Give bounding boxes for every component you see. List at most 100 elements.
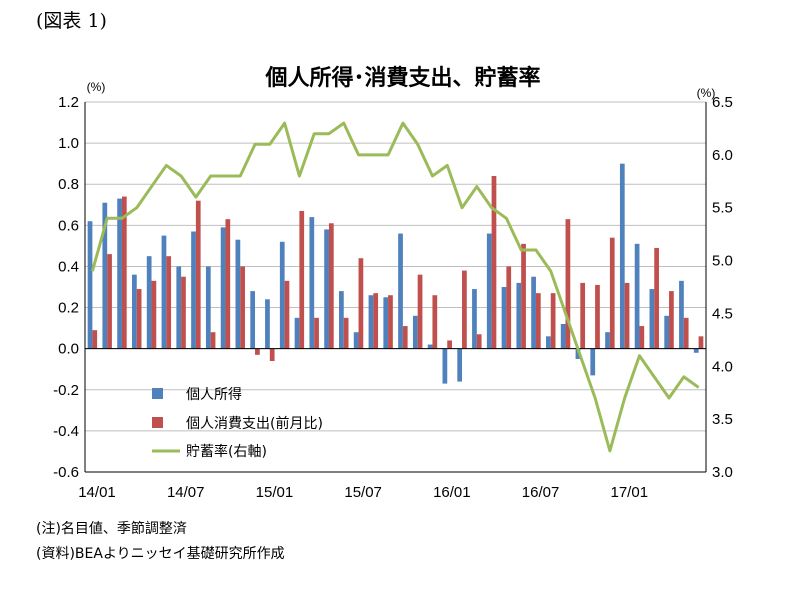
left-tick-label: -0.4 <box>53 423 79 440</box>
income-bar <box>279 241 285 349</box>
spending-bar <box>373 293 379 349</box>
spending-bar <box>121 196 127 349</box>
income-bar <box>132 274 137 349</box>
legend-label-spending: 個人消費支出(前月比) <box>186 415 323 432</box>
income-bar <box>176 266 182 349</box>
right-tick-label: 5.5 <box>712 200 733 217</box>
spending-bar <box>107 254 112 349</box>
spending-bar <box>550 293 556 349</box>
spending-bar <box>432 295 438 349</box>
income-bar <box>516 282 522 349</box>
right-tick-label: 4.5 <box>712 305 733 322</box>
spending-bar <box>580 282 586 349</box>
right-tick-label: 6.5 <box>712 94 733 111</box>
income-bar <box>87 221 93 349</box>
spending-bar <box>358 258 364 349</box>
spending-bar <box>314 317 319 349</box>
income-bar <box>531 276 536 349</box>
spending-bar <box>240 266 245 349</box>
spending-bar <box>151 280 157 349</box>
income-bar <box>679 280 684 349</box>
left-tick-label: 0.2 <box>58 300 79 317</box>
income-bar <box>664 315 670 349</box>
x-tick-label: 16/07 <box>522 484 560 501</box>
income-bar <box>442 348 448 384</box>
spending-bar <box>476 334 482 349</box>
spending-bar <box>402 326 408 349</box>
left-tick-label: 0.8 <box>58 176 79 193</box>
spending-bar <box>328 223 334 349</box>
income-bar <box>235 239 241 349</box>
income-bar <box>427 344 433 349</box>
income-bar <box>309 217 315 349</box>
spending-bar <box>92 330 98 349</box>
spending-bar <box>654 247 659 349</box>
left-tick-label: 1.0 <box>58 135 79 152</box>
right-axis-unit: (%) <box>697 86 716 100</box>
income-bar <box>546 336 551 349</box>
x-tick-label: 15/01 <box>256 484 294 501</box>
spending-bar <box>343 317 349 349</box>
spending-bar <box>417 274 423 349</box>
spending-bar <box>624 282 630 349</box>
income-bar <box>457 348 463 382</box>
income-bar <box>191 231 196 349</box>
income-bar <box>205 266 211 349</box>
spending-bar <box>136 289 142 349</box>
income-bar <box>117 198 122 349</box>
spending-bar <box>683 317 689 349</box>
x-tick-label: 17/01 <box>611 484 649 501</box>
savings-rate-series <box>90 121 700 453</box>
chart-title: 個人所得･消費支出、貯蓄率 <box>265 66 541 91</box>
income-bar <box>501 287 507 349</box>
legend-swatch-income <box>152 388 163 399</box>
spending-bar <box>225 219 231 349</box>
legend-label-savings: 貯蓄率(右軸) <box>186 443 267 460</box>
income-bar <box>294 317 300 349</box>
left-tick-label: 0.6 <box>58 217 79 234</box>
spending-bar <box>506 266 512 349</box>
spending-bar <box>565 219 571 349</box>
x-tick-label: 14/01 <box>78 484 116 501</box>
spending-bar <box>284 280 290 349</box>
legend-swatch-spending <box>152 417 163 428</box>
bars <box>87 163 704 384</box>
income-bar <box>368 295 374 349</box>
income-bar <box>383 297 389 349</box>
right-tick-label: 3.5 <box>712 411 733 428</box>
savings-rate-line <box>90 121 700 453</box>
income-bar <box>250 291 256 349</box>
figure-label: (図表 1) <box>36 10 107 32</box>
spending-bar <box>698 336 704 349</box>
income-bar <box>398 233 403 349</box>
left-axis-unit: (%) <box>87 80 106 94</box>
spending-bar <box>255 348 260 355</box>
right-tick-label: 4.0 <box>712 358 733 375</box>
income-bar <box>575 348 581 359</box>
spending-bar <box>181 276 186 349</box>
income-bar <box>619 163 625 349</box>
x-tick-label: 14/07 <box>167 484 205 501</box>
spending-bar <box>609 237 615 349</box>
income-bar <box>161 235 167 349</box>
income-bar <box>339 291 344 349</box>
spending-bar <box>447 340 452 349</box>
legend-label-income: 個人所得 <box>186 386 242 403</box>
income-bar <box>649 289 655 349</box>
income-bar <box>693 348 699 353</box>
spending-bar <box>521 243 526 349</box>
income-bar <box>590 348 596 376</box>
income-bar <box>102 202 108 349</box>
legend: 個人所得 個人消費支出(前月比) 貯蓄率(右軸) <box>152 386 323 460</box>
spending-bar <box>535 293 541 349</box>
left-tick-label: 1.2 <box>58 94 79 111</box>
income-bar <box>486 233 492 349</box>
note-text: (注)名目値、季節調整済 <box>36 521 187 537</box>
x-tick-label: 15/07 <box>344 484 382 501</box>
spending-bar <box>195 200 201 349</box>
income-bar <box>324 229 329 349</box>
spending-bar <box>595 284 600 349</box>
income-bar <box>412 315 418 349</box>
income-bar <box>634 243 640 349</box>
income-bar <box>472 289 477 349</box>
